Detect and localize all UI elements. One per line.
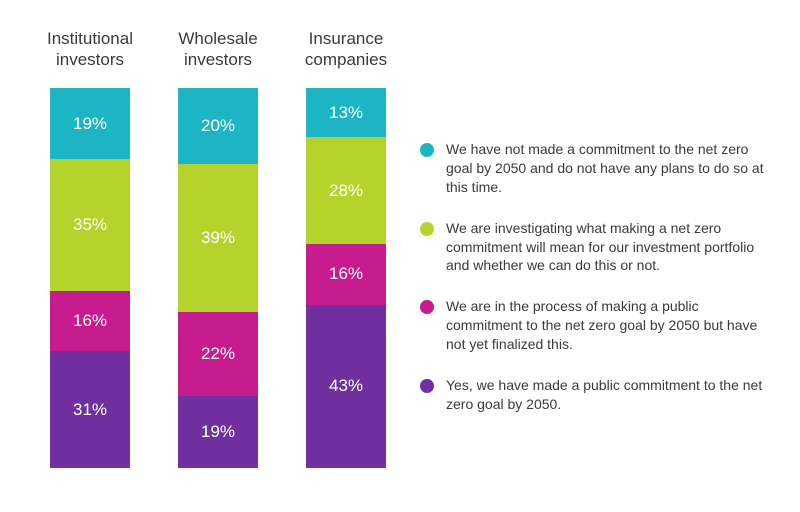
bar-segment: 35% [50,159,130,291]
segment-value: 28% [329,181,363,201]
bar-segment: 20% [178,88,258,164]
segment-value: 13% [329,103,363,123]
label-line: companies [305,49,387,70]
bar-segment: 31% [50,351,130,468]
bar-segment: 28% [306,137,386,243]
bar-column: Wholesale investors 20% 39% 22% 19% [168,28,268,488]
label-line: Wholesale [178,28,257,49]
bar-segment: 43% [306,305,386,468]
stacked-bar: 19% 35% 16% 31% [50,88,130,468]
bar-segment: 16% [50,291,130,351]
segment-value: 43% [329,376,363,396]
legend-text: We are in the process of making a public… [446,297,770,354]
legend-swatch [420,300,434,314]
legend-item: Yes, we have made a public commitment to… [420,376,770,414]
legend-swatch [420,379,434,393]
bar-segment: 16% [306,244,386,305]
segment-value: 22% [201,344,235,364]
category-label: Insurance companies [305,28,387,84]
legend-swatch [420,222,434,236]
stacked-bar: 13% 28% 16% 43% [306,88,386,468]
segment-value: 16% [329,264,363,284]
legend-text: We have not made a commitment to the net… [446,140,770,197]
segment-value: 19% [201,422,235,442]
bar-column: Institutional investors 19% 35% 16% 31% [40,28,140,488]
legend-text: We are investigating what making a net z… [446,219,770,276]
label-line: Institutional [47,28,133,49]
segment-value: 20% [201,116,235,136]
legend-item: We are in the process of making a public… [420,297,770,354]
legend: We have not made a commitment to the net… [420,140,770,436]
stacked-bar-chart: Institutional investors 19% 35% 16% 31% … [40,28,400,488]
segment-value: 19% [73,114,107,134]
segment-value: 39% [201,228,235,248]
stacked-bar: 20% 39% 22% 19% [178,88,258,468]
segment-value: 35% [73,215,107,235]
legend-swatch [420,143,434,157]
bar-segment: 39% [178,164,258,312]
bar-segment: 19% [178,396,258,468]
category-label: Wholesale investors [178,28,257,84]
label-line: investors [178,49,257,70]
bar-segment: 13% [306,88,386,137]
segment-value: 31% [73,400,107,420]
legend-item: We are investigating what making a net z… [420,219,770,276]
legend-text: Yes, we have made a public commitment to… [446,376,770,414]
bar-segment: 22% [178,312,258,396]
label-line: Insurance [305,28,387,49]
label-line: investors [47,49,133,70]
segment-value: 16% [73,311,107,331]
bar-segment: 19% [50,88,130,159]
legend-item: We have not made a commitment to the net… [420,140,770,197]
bar-column: Insurance companies 13% 28% 16% 43% [296,28,396,488]
category-label: Institutional investors [47,28,133,84]
